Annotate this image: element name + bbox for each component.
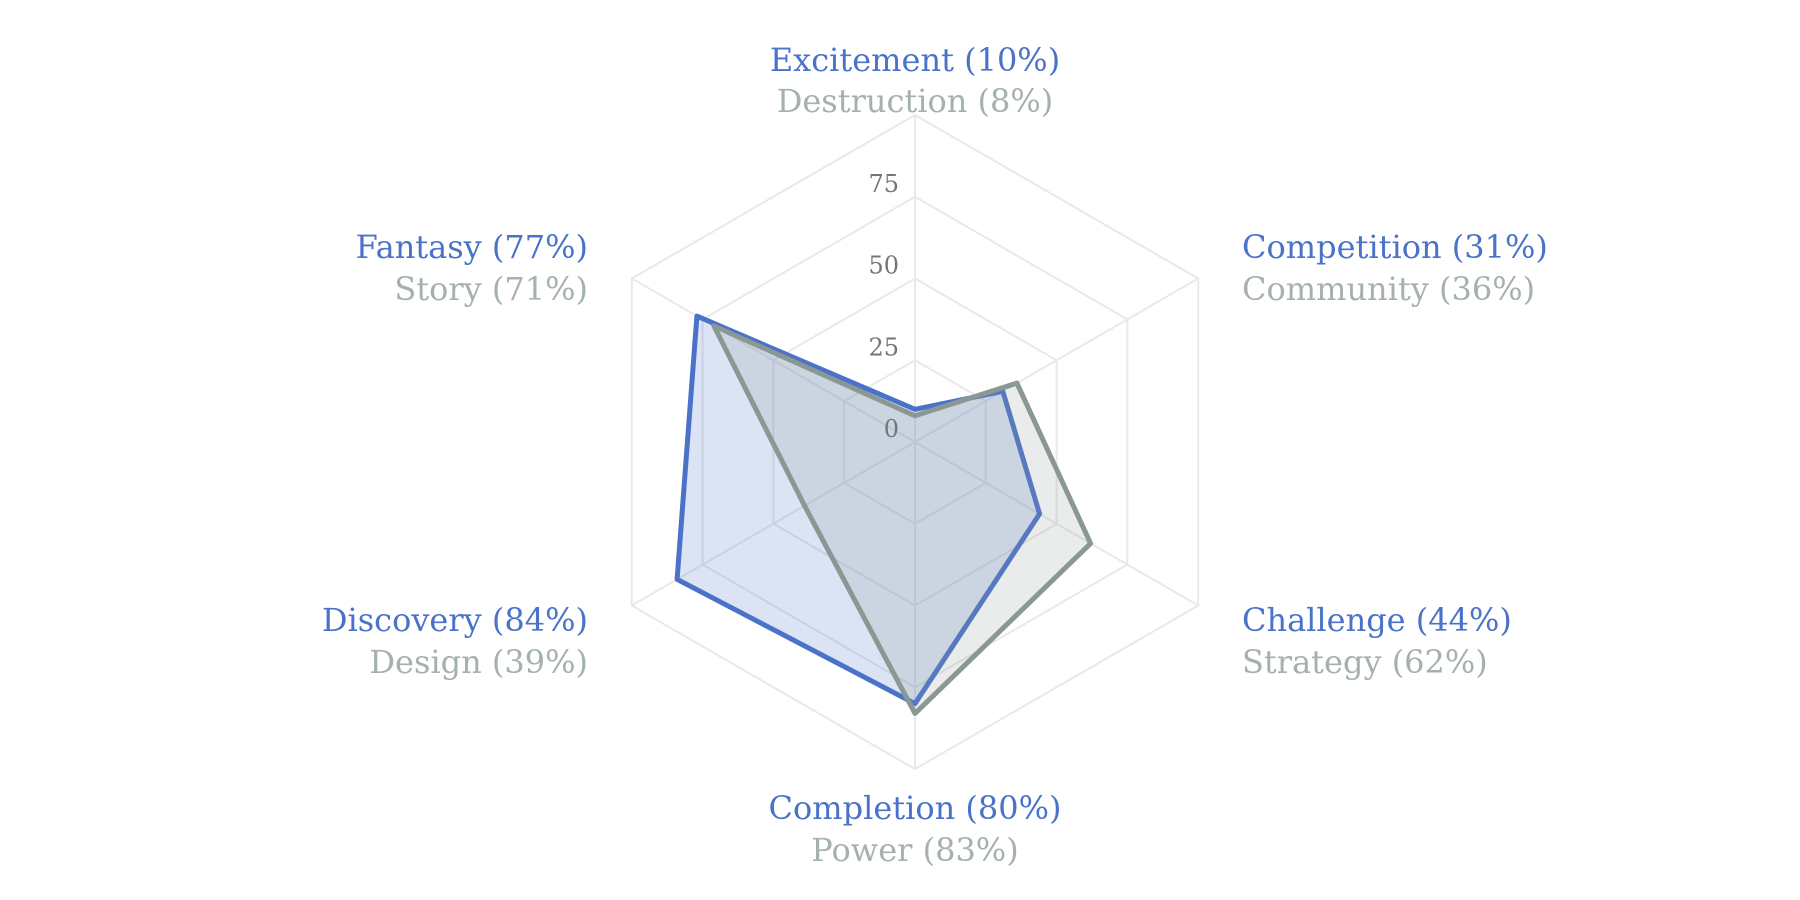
axis-label-excitement: Excitement (10%)	[770, 41, 1060, 79]
radial-tick-label-50: 50	[868, 252, 899, 280]
axis-spoke-5	[631, 277, 916, 443]
axis-label-design: Design (39%)	[369, 643, 588, 681]
radial-tick-label-25: 25	[868, 333, 899, 361]
series-primary-blue-polygon	[674, 313, 1043, 707]
series-secondary-gray-polygon	[711, 323, 1094, 716]
axis-label-fantasy: Fantasy (77%)	[356, 228, 588, 266]
axis-label-community: Community (36%)	[1242, 270, 1535, 308]
axis-spoke-1	[914, 277, 1199, 443]
axis-label-completion: Completion (80%)	[769, 789, 1062, 827]
axis-label-competition: Competition (31%)	[1242, 228, 1548, 266]
axis-label-discovery: Discovery (84%)	[322, 601, 588, 639]
axis-label-destruction: Destruction (8%)	[777, 82, 1054, 120]
radial-tick-label-75: 75	[868, 170, 899, 198]
axis-spoke-2	[914, 441, 1199, 607]
radial-tick-label-0: 0	[884, 415, 899, 443]
axis-label-power: Power (83%)	[811, 831, 1018, 869]
axis-label-story: Story (71%)	[394, 270, 588, 308]
axis-label-challenge: Challenge (44%)	[1242, 601, 1512, 639]
axis-label-strategy: Strategy (62%)	[1242, 643, 1488, 681]
